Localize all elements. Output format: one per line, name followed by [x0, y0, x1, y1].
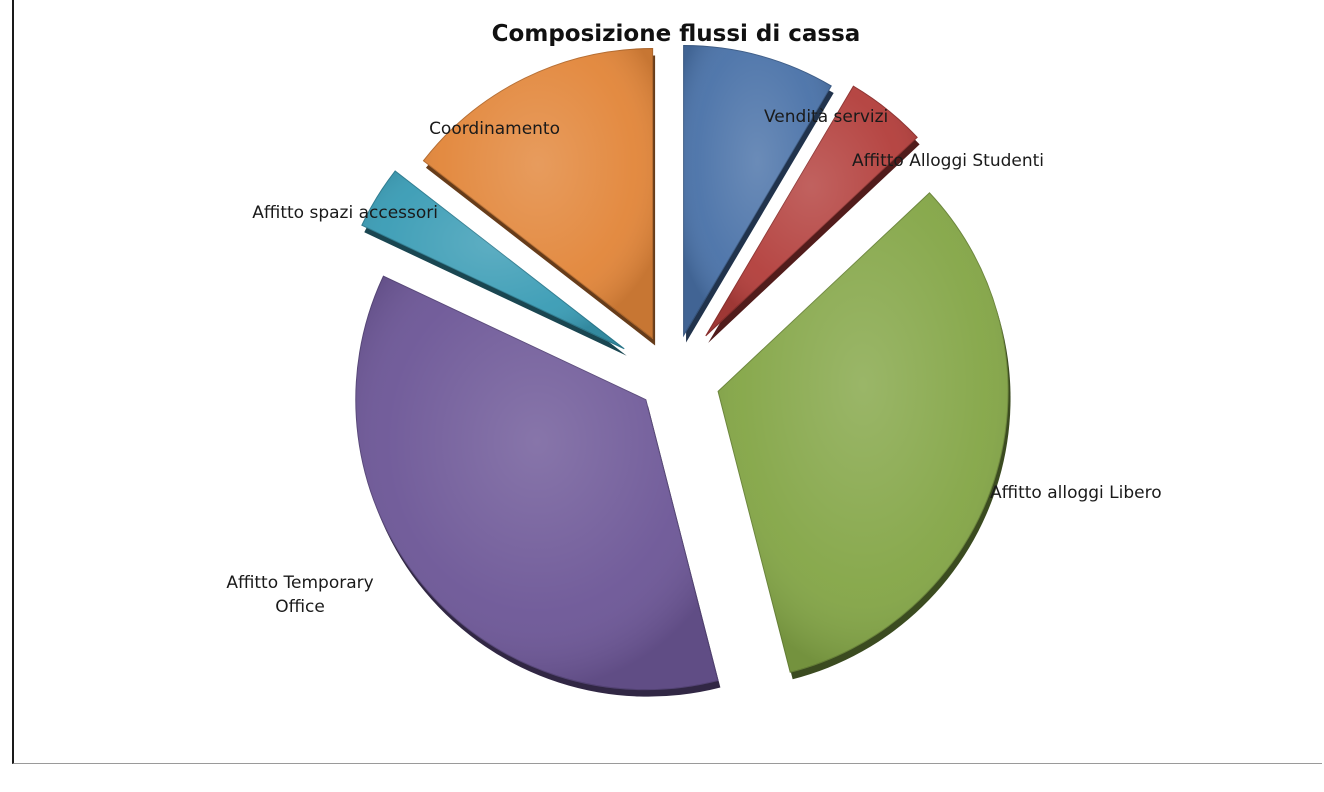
- pie-slice-sheen: [705, 86, 918, 336]
- pie-slice-sheen: [361, 170, 625, 349]
- pie-slice-sheen: [423, 48, 653, 339]
- slice-label: Affitto Alloggi Studenti: [852, 151, 1044, 171]
- slice-label: Coordinamento: [429, 119, 560, 139]
- pie-slice-sheen: [718, 192, 1009, 673]
- slice-label: Affitto Temporary Office: [226, 573, 373, 617]
- slice-label: Affitto alloggi Libero: [990, 483, 1162, 503]
- pie-slice: [361, 170, 627, 356]
- slice-label-line: Affitto Temporary: [226, 573, 373, 593]
- slice-label-line: Affitto Alloggi Studenti: [852, 151, 1044, 171]
- slice-label-line: Office: [275, 597, 325, 617]
- slice-label-line: Vendità servizi: [764, 107, 888, 127]
- pie-slice: [705, 85, 920, 343]
- slice-label-line: Coordinamento: [429, 119, 560, 139]
- pie-slice: [422, 47, 656, 346]
- slice-label: Vendità servizi: [764, 107, 888, 127]
- labels-layer: Vendità servizi Affitto Alloggi Studenti A…: [226, 107, 1161, 617]
- pie-slice: [717, 192, 1011, 680]
- slice-label-line: Affitto spazi accessori: [252, 203, 438, 223]
- slices-layer: [355, 45, 1011, 697]
- pie-slice: [683, 45, 834, 343]
- pie-slice-sheen: [355, 276, 718, 690]
- pie-slice: [355, 275, 721, 697]
- chart-title: Composizione flussi di cassa: [492, 21, 861, 47]
- slice-label-line: Affitto alloggi Libero: [990, 483, 1162, 503]
- slice-label: Affitto spazi accessori: [252, 203, 438, 223]
- pie-slice-sheen: [683, 45, 832, 336]
